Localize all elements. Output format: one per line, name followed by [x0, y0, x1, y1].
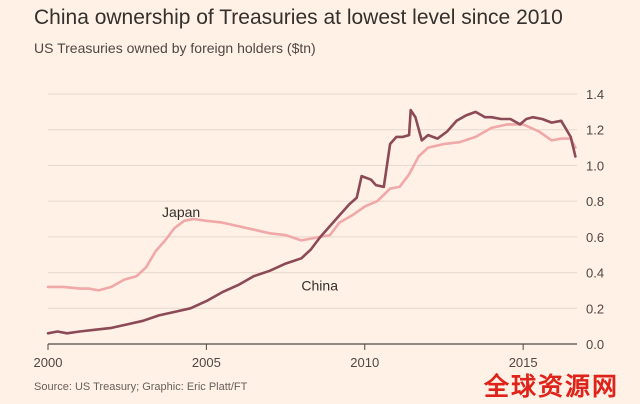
- x-tick-label: 2010: [350, 355, 379, 370]
- annotation-china: China: [301, 277, 338, 293]
- y-tick-label: 0.8: [586, 194, 604, 209]
- y-tick-label: 1.4: [586, 87, 604, 102]
- grid-lines: [48, 93, 577, 309]
- series-line-china: [46, 108, 577, 335]
- x-tick-label: 2015: [509, 355, 538, 370]
- series-line-japan: [46, 123, 577, 292]
- y-tick-label: 1.2: [586, 123, 604, 138]
- series-annotations: Japan China: [162, 204, 338, 293]
- source-note: Source: US Treasury; Graphic: Eric Platt…: [34, 381, 248, 393]
- x-tick-label: 2005: [192, 355, 221, 370]
- x-axis: 2000 2005 2010 2015: [34, 343, 577, 370]
- y-axis-tick-labels: 0.0 0.2 0.4 0.6 0.8 1.0 1.2 1.4: [586, 87, 604, 352]
- x-tick-label: 2000: [34, 355, 63, 370]
- chart-title: China ownership of Treasuries at lowest …: [34, 6, 563, 29]
- y-tick-label: 0.2: [586, 301, 604, 316]
- y-tick-label: 0.4: [586, 266, 604, 281]
- y-tick-label: 1.0: [586, 158, 604, 173]
- chart-subtitle: US Treasuries owned by foreign holders (…: [34, 40, 316, 56]
- y-tick-label: 0.6: [586, 230, 604, 245]
- series-lines: [46, 108, 577, 335]
- y-tick-label: 0.0: [586, 337, 604, 352]
- watermark-logo: 全球资源网: [484, 372, 620, 401]
- annotation-japan: Japan: [162, 204, 200, 220]
